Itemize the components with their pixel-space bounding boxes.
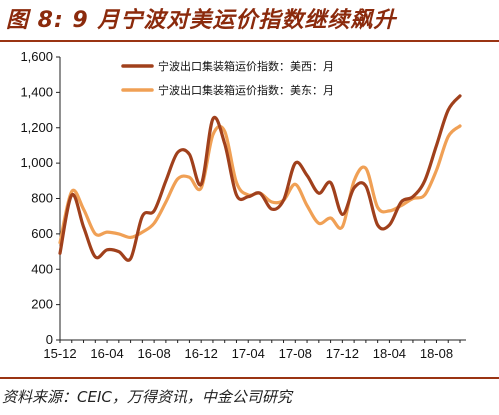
x-tick-label: 16-04 (90, 346, 123, 361)
x-tick-label: 18-08 (420, 346, 453, 361)
x-tick-label: 17-04 (232, 346, 265, 361)
series-line-us-east (58, 124, 462, 245)
x-tick-label: 17-08 (279, 346, 312, 361)
x-tick-label: 18-04 (373, 346, 406, 361)
series-lines (58, 94, 462, 262)
x-tick-label: 15-12 (43, 346, 76, 361)
title-divider (0, 40, 499, 42)
y-tick-label: 400 (31, 261, 53, 276)
series-line-us-west (58, 94, 462, 262)
legend-label: 宁波出口集装箱运价指数：美东：月 (158, 83, 334, 97)
legend-label: 宁波出口集装箱运价指数：美西：月 (158, 59, 334, 73)
y-tick-label: 1,400 (20, 84, 53, 99)
figure-title: 图 8: 9 月宁波对美运价指数继续飙升 (6, 8, 397, 33)
y-tick-label: 200 (31, 297, 53, 312)
y-tick-label: 1,200 (20, 120, 53, 135)
x-tick-label: 16-08 (137, 346, 170, 361)
y-tick-label: 600 (31, 226, 53, 241)
x-tick-label: 17-12 (326, 346, 359, 361)
y-tick-label: 800 (31, 191, 53, 206)
y-tick-label: 1,600 (20, 49, 53, 64)
y-axis-ticks: 0 200 400 600 800 1,000 1,200 1,400 1,600 (20, 49, 60, 347)
x-tick-label: 16-12 (185, 346, 218, 361)
y-tick-label: 0 (46, 332, 53, 347)
y-tick-label: 1,000 (20, 155, 53, 170)
footer-divider (0, 377, 499, 379)
source-note: 资料来源：CEIC，万得资讯，中金公司研究 (2, 388, 292, 406)
x-axis-ticks: 15-12 16-04 16-08 16-12 17-04 17-08 17-12 18-04… (43, 340, 461, 361)
